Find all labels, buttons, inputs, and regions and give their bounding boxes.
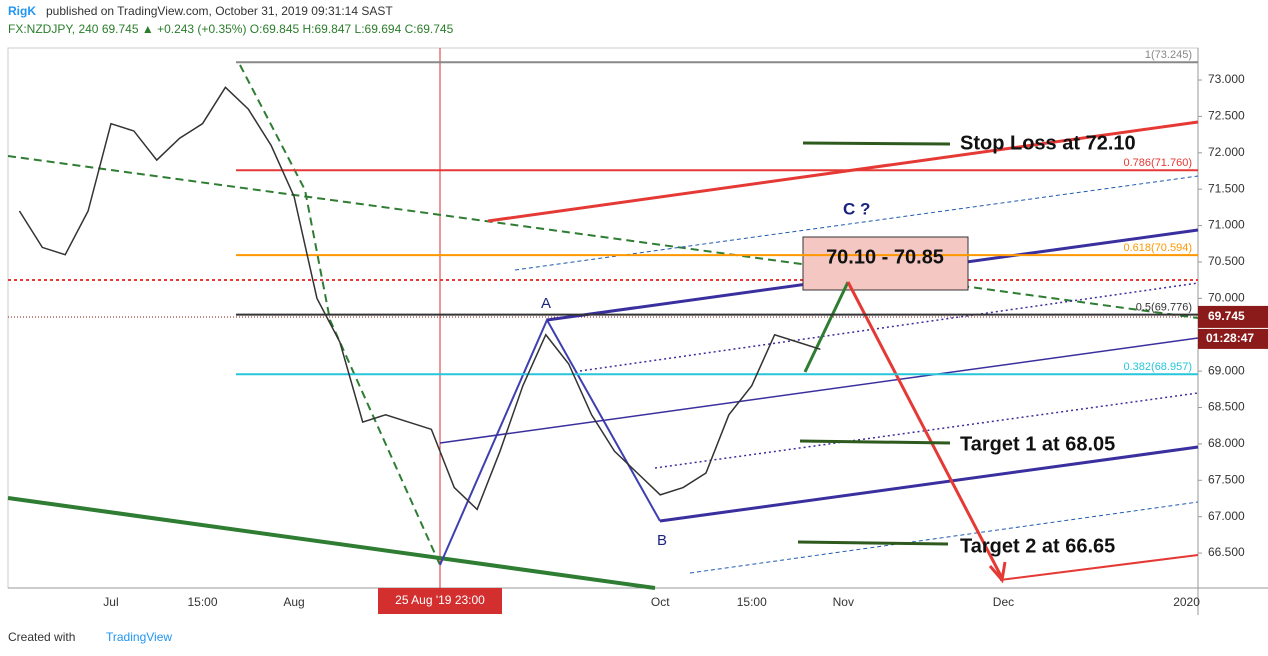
y-tick-label: 71.000: [1208, 218, 1245, 232]
pitchfork: [439, 337, 1199, 444]
target-label: Target 1 at 68.05: [960, 433, 1115, 455]
fib-label: 0.786(71.760): [1124, 157, 1193, 169]
target-label: Target 2 at 66.65: [960, 535, 1115, 557]
y-tick-label: 73.000: [1208, 72, 1245, 86]
fib-label: 0.5(69.776): [1136, 302, 1192, 314]
y-tick-label: 70.000: [1208, 291, 1245, 305]
arrow-head: [988, 561, 1007, 584]
fib-label: 1(73.245): [1145, 49, 1192, 61]
pitchfork: [439, 317, 661, 566]
channel-line: [999, 554, 1199, 581]
pitchfork: [689, 501, 1199, 574]
x-tick-label: Nov: [833, 595, 854, 609]
fib-label: 0.618(70.594): [1124, 242, 1193, 254]
y-tick-label: 66.500: [1208, 545, 1245, 559]
marker-line: [797, 540, 949, 546]
wave-label: C ?: [843, 199, 870, 218]
y-tick-label: 70.500: [1208, 254, 1245, 268]
x-tick-label: Oct: [651, 595, 670, 609]
published: published on TradingView.com, October 31…: [46, 4, 393, 18]
y-tick-label: 67.500: [1208, 472, 1245, 486]
author[interactable]: RigK: [8, 4, 36, 18]
pitchfork: [659, 445, 1199, 523]
x-tick-label: Dec: [993, 595, 1014, 609]
price-line: [18, 86, 821, 511]
trend-line: [7, 155, 1199, 319]
countdown-label: 01:28:47: [1206, 331, 1254, 345]
trend-line: [239, 64, 441, 566]
target-zone: [802, 236, 969, 291]
x-tick-label: Jul: [103, 595, 118, 609]
y-tick-label: 72.000: [1208, 145, 1245, 159]
y-tick-label: 67.000: [1208, 509, 1245, 523]
x-tick-label: 15:00: [188, 595, 218, 609]
price-tag-label: 69.745: [1208, 309, 1245, 323]
wave-label: A: [541, 295, 551, 312]
y-tick-label: 72.500: [1208, 109, 1245, 123]
footer-brand[interactable]: TradingView: [106, 630, 172, 644]
trend-line: [7, 496, 656, 590]
fib-label: 0.382(68.957): [1124, 361, 1193, 373]
y-tick-label: 68.500: [1208, 400, 1245, 414]
pitchfork: [654, 392, 1199, 469]
x-tick-label: Aug: [283, 595, 304, 609]
forecast-arrow: [846, 281, 1004, 579]
symbol-line: FX:NZDJPY, 240 69.745 ▲ +0.243 (+0.35%) …: [8, 22, 454, 36]
channel-line: [487, 120, 1199, 223]
drawings: [7, 48, 1199, 590]
pitchfork: [579, 282, 1199, 372]
plot-frame: [7, 47, 1199, 589]
crosshair-label: 25 Aug '19 23:00: [395, 593, 485, 607]
x-tick-label: 15:00: [737, 595, 767, 609]
price-tag: [1198, 305, 1268, 328]
y-tick-label: 71.500: [1208, 181, 1245, 195]
footer-created: Created with: [8, 630, 75, 644]
crosshair-tag: [378, 588, 502, 614]
y-tick-label: 69.000: [1208, 363, 1245, 377]
marker-line: [802, 141, 951, 146]
marker-line: [799, 439, 951, 445]
y-tick-label: 68.000: [1208, 436, 1245, 450]
forecast-line: [803, 281, 850, 373]
countdown-tag: [1198, 328, 1268, 349]
wave-label: B: [657, 532, 667, 549]
stop-loss-label: Stop Loss at 72.10: [960, 132, 1136, 154]
zone-label: 70.10 - 70.85: [826, 246, 944, 268]
x-tick-label: 2020: [1173, 595, 1200, 609]
